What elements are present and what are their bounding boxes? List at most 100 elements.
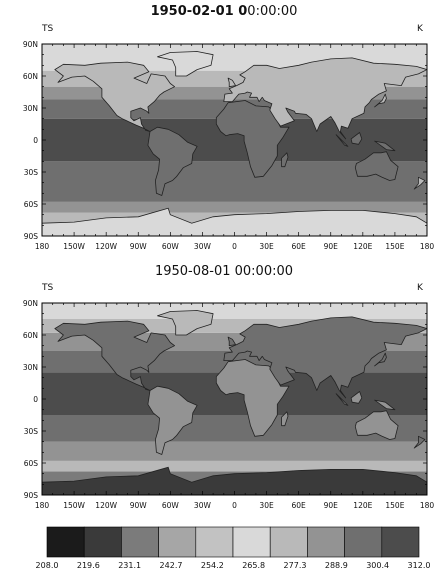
colorbar-segment (232, 526, 271, 558)
south-america-landmass (147, 126, 198, 196)
y-tick-label: 90S (24, 491, 39, 500)
x-tick-label: 120W (95, 242, 117, 251)
colorbar-segment (344, 526, 383, 558)
colorbar-segment (83, 526, 122, 558)
y-tick-label: 90S (24, 232, 39, 241)
map-title-top: 1950-02-01 00:00:00 (0, 4, 448, 19)
x-tick-label: 90E (324, 501, 339, 510)
greenland-landmass (157, 310, 214, 336)
variable-label-top: TS (42, 24, 54, 34)
y-tick-label: 0 (33, 395, 38, 404)
x-tick-label: 90E (324, 242, 339, 251)
map-panel-bottom: 180 150W 120W 90W 60W 30W 0 30E 60E 90E 120E 150E 18… (23, 299, 435, 510)
y-tick-label: 30S (24, 427, 39, 436)
map-title-top-rest: 0:00:00 (247, 4, 298, 19)
colorbar-segment (46, 526, 85, 558)
south-america-landmass (147, 385, 198, 455)
variable-label-bottom: TS (42, 283, 54, 293)
x-tick-label: 90W (130, 501, 148, 510)
eurasia-landmass (223, 316, 427, 399)
africa-landmass (215, 359, 290, 437)
colorbar-label: 277.3 (284, 561, 307, 570)
map-field (42, 44, 427, 236)
eurasia-landmass (223, 57, 427, 140)
sumatra-landmass (335, 134, 349, 147)
units-label-top: K (417, 24, 423, 34)
x-tick-label: 0 (232, 501, 237, 510)
temperature-band (42, 201, 427, 213)
x-tick-label: 30W (194, 501, 212, 510)
colorbar-label: 254.2 (201, 561, 224, 570)
colorbar-label: 265.8 (242, 561, 265, 570)
colorbar-label: 242.7 (160, 561, 183, 570)
north-america-landmass (54, 320, 176, 391)
y-tick-label: 30N (23, 363, 38, 372)
borneo-landmass (350, 132, 363, 145)
africa-landmass (215, 100, 290, 178)
x-tick-label: 60W (162, 501, 180, 510)
british-isles-landmass (227, 77, 237, 88)
antarctica-landmass (42, 207, 427, 236)
new-zealand-landmass (413, 435, 426, 449)
colorbar-label: 312.0 (408, 561, 431, 570)
new-zealand-landmass (413, 176, 426, 190)
x-tick-label: 60E (292, 501, 307, 510)
y-tick-label: 30S (24, 168, 39, 177)
colorbar-segment (381, 526, 420, 558)
y-tick-label: 60N (23, 331, 38, 340)
x-tick-label: 30E (259, 242, 274, 251)
map-title-top-bold: 1950-02-01 0 (150, 4, 248, 19)
new-guinea-landmass (374, 399, 396, 411)
x-tick-label: 30E (259, 501, 274, 510)
colorbar-label: 231.1 (118, 561, 141, 570)
colorbar-segment (269, 526, 308, 558)
temperature-band (42, 441, 427, 461)
japan-landmass (374, 93, 387, 108)
madagascar-landmass (281, 411, 289, 427)
british-isles-landmass (227, 336, 237, 347)
japan-landmass (374, 352, 387, 367)
x-tick-label: 180 (420, 242, 435, 251)
colorbar-segment (158, 526, 197, 558)
australia-landmass (354, 410, 399, 440)
borneo-landmass (350, 391, 363, 404)
temperature-band (42, 460, 427, 472)
colorbar-segment (307, 526, 345, 558)
x-tick-label: 90W (130, 242, 148, 251)
y-tick-label: 60N (23, 72, 38, 81)
y-tick-label: 90N (23, 299, 38, 308)
map-field (42, 303, 427, 495)
map-panel-top: 180 150W 120W 90W 60W 30W 0 30E 60E 90E 120E 150E 18… (23, 40, 435, 251)
x-tick-label: 120E (353, 242, 372, 251)
map-title-bottom: 1950-08-01 00:00:00 (154, 264, 294, 279)
colorbar-segment (121, 526, 159, 558)
new-guinea-landmass (374, 140, 396, 152)
x-tick-label: 30W (194, 242, 212, 251)
y-tick-label: 60S (24, 459, 39, 468)
x-tick-label: 0 (232, 242, 237, 251)
australia-landmass (354, 151, 399, 181)
x-tick-label: 120W (95, 501, 117, 510)
x-tick-label: 120E (353, 501, 372, 510)
x-tick-label: 150W (63, 242, 85, 251)
colorbar-segment (195, 526, 234, 558)
units-label-bottom: K (417, 283, 423, 293)
x-tick-label: 150E (385, 242, 404, 251)
colorbar-label: 300.4 (366, 561, 389, 570)
x-tick-label: 180 (35, 242, 50, 251)
sumatra-landmass (335, 393, 349, 406)
greenland-landmass (157, 51, 214, 77)
x-tick-label: 60E (292, 242, 307, 251)
x-tick-label: 60W (162, 242, 180, 251)
colorbar-label: 208.0 (36, 561, 59, 570)
y-tick-label: 60S (24, 200, 39, 209)
colorbar: 208.0 219.6 231.1 242.7 254.2 265.8 277.3 288.9… (36, 526, 431, 570)
colorbar-label: 288.9 (325, 561, 348, 570)
antarctica-landmass (42, 466, 427, 495)
y-tick-label: 30N (23, 104, 38, 113)
x-tick-label: 180 (420, 501, 435, 510)
north-america-landmass (54, 61, 176, 132)
x-tick-label: 180 (35, 501, 50, 510)
colorbar-label: 219.6 (77, 561, 100, 570)
madagascar-landmass (281, 152, 289, 168)
